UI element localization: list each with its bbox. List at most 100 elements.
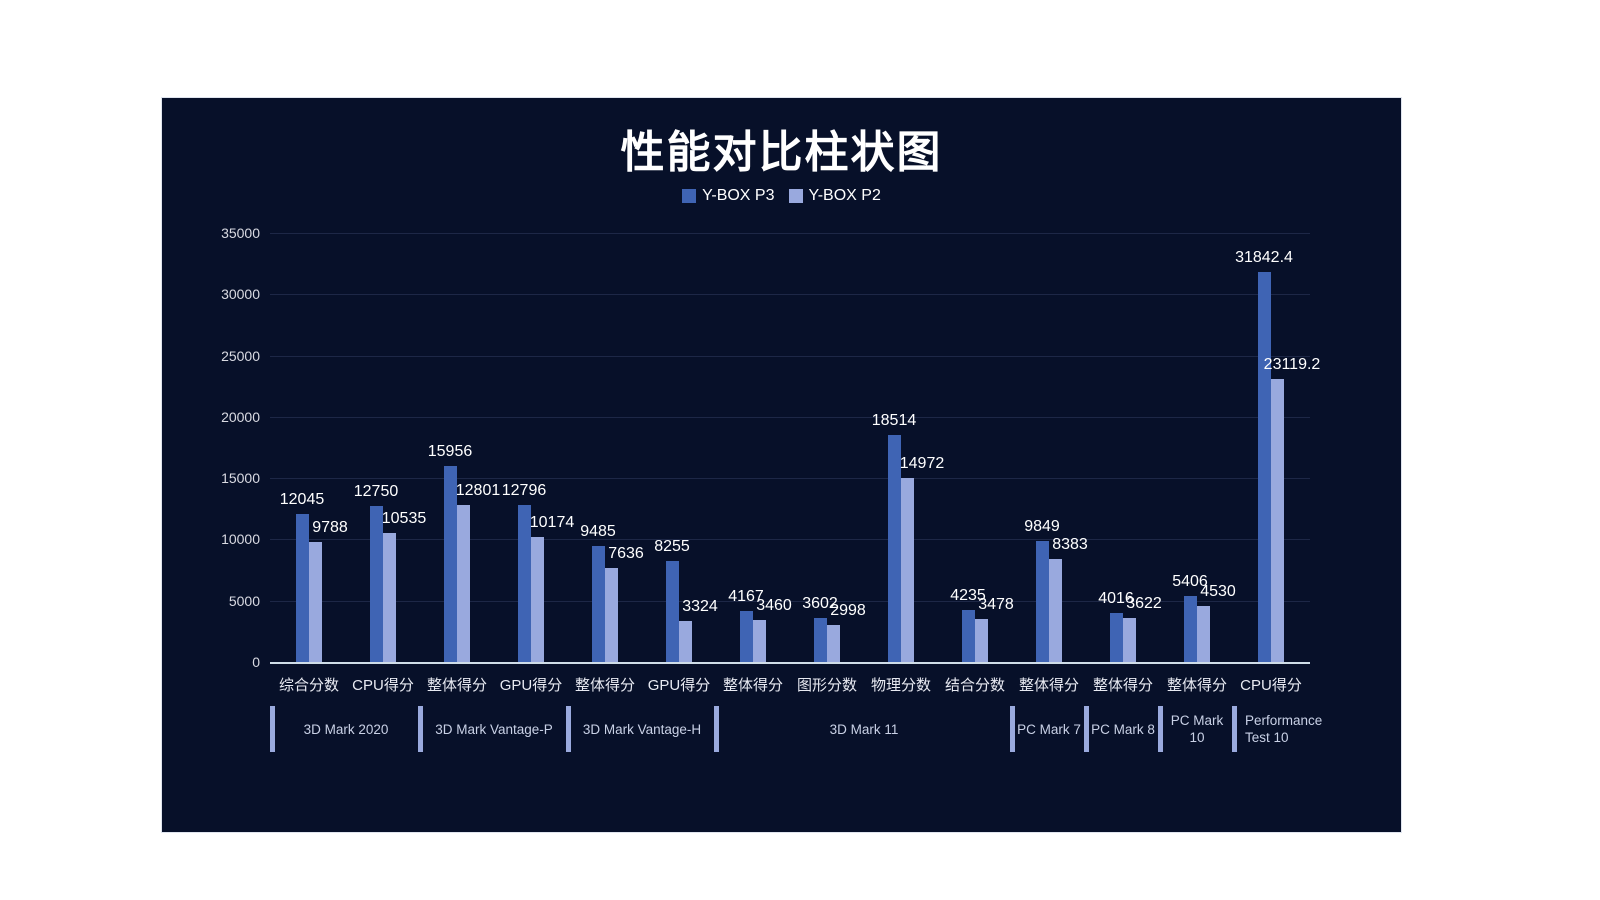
bar-y-box-p3	[962, 610, 975, 662]
benchmark-group-label: 3D Mark Vantage-H	[582, 721, 702, 737]
group-divider	[1232, 706, 1237, 752]
bar-value-label-p3: 4016	[1098, 589, 1134, 607]
bar-y-box-p2	[679, 621, 692, 662]
gridline	[270, 600, 1310, 602]
benchmark-group-label: Performance Test 10	[1245, 713, 1323, 745]
bar-value-label-p3: 15956	[427, 443, 473, 461]
y-axis-tick-label: 20000	[221, 408, 260, 425]
bar-y-box-p2	[1123, 617, 1136, 662]
bar-value-label-p3: 12796	[501, 482, 547, 500]
y-axis-tick-label: 0	[252, 654, 260, 670]
bar-value-label-p3: 8255	[654, 537, 690, 555]
bar-y-box-p3	[592, 545, 605, 662]
legend-item-ybox-p2[interactable]: Y-BOX P2	[788, 187, 881, 205]
legend-item-ybox-p3[interactable]: Y-BOX P3	[682, 187, 775, 205]
bar-value-label-p3: 9849	[1024, 518, 1060, 536]
y-axis-tick-label: 25000	[221, 347, 260, 364]
x-axis-line	[270, 662, 1310, 664]
bar-value-label-p2: 10174	[529, 514, 575, 532]
x-axis-category-label: 整体得分	[1092, 677, 1154, 694]
bar-value-label-p2: 3622	[1126, 594, 1162, 612]
bar-y-box-p3	[370, 505, 383, 662]
group-divider	[566, 706, 571, 752]
gridline	[270, 416, 1310, 418]
bar-y-box-p3	[888, 435, 901, 662]
bar-value-label-p2: 4530	[1200, 583, 1236, 601]
bar-y-box-p2	[753, 619, 766, 662]
bar-y-box-p2	[901, 478, 914, 662]
bar-value-label-p3: 12045	[279, 491, 325, 509]
bar-value-label-p3: 18514	[871, 412, 917, 430]
bar-value-label-p2: 2998	[830, 602, 866, 620]
bar-value-label-p3: 4235	[950, 587, 986, 605]
bar-value-label-p3: 9485	[580, 522, 616, 540]
bar-y-box-p3	[666, 560, 679, 662]
bar-value-label-p2: 12801	[455, 482, 501, 500]
bar-y-box-p3	[1184, 595, 1197, 662]
bar-value-label-p2: 3324	[682, 598, 718, 616]
bar-y-box-p3	[740, 610, 753, 662]
group-divider	[270, 706, 275, 752]
group-divider	[1084, 706, 1089, 752]
y-axis-tick-label: 10000	[221, 531, 260, 548]
bar-value-label-p3: 31842.4	[1235, 248, 1293, 266]
gridline	[270, 294, 1310, 296]
x-axis-category-label: CPU得分	[352, 677, 414, 694]
bar-y-box-p3	[518, 505, 531, 662]
bar-y-box-p2	[605, 568, 618, 662]
x-axis-category-label: 整体得分	[574, 677, 636, 694]
gridline	[270, 478, 1310, 480]
x-axis-category-label: 整体得分	[1018, 677, 1080, 694]
gridline	[270, 355, 1310, 357]
benchmark-group-label: PC Mark 8	[1091, 721, 1155, 737]
bar-y-box-p2	[383, 532, 396, 662]
bar-value-label-p2: 8383	[1052, 536, 1088, 554]
benchmark-group-label: PC Mark 10	[1170, 713, 1224, 745]
bar-value-label-p2: 9788	[312, 519, 348, 537]
group-divider	[1158, 706, 1163, 752]
bar-value-label-p2: 10535	[381, 509, 427, 527]
bar-y-box-p3	[296, 514, 309, 662]
bar-value-label-p2: 3460	[756, 596, 792, 614]
legend: Y-BOX P3 Y-BOX P2	[162, 187, 1401, 205]
bar-y-box-p2	[1197, 606, 1210, 662]
legend-label-p2: Y-BOX P2	[808, 187, 881, 204]
x-axis-category-label: 物理分数	[870, 677, 932, 694]
chart-title: 性能对比柱状图	[620, 128, 943, 177]
bar-value-label-p3: 5406	[1172, 572, 1208, 590]
benchmark-group-label: 3D Mark 11	[829, 721, 899, 737]
bar-value-label-p3: 3602	[802, 594, 838, 612]
gridline	[270, 539, 1310, 541]
bar-y-box-p3	[1258, 271, 1271, 662]
bar-value-label-p2: 7636	[608, 545, 644, 563]
bar-y-box-p2	[1271, 378, 1284, 662]
group-divider	[418, 706, 423, 752]
benchmark-group-label: 3D Mark 2020	[303, 721, 389, 737]
bar-y-box-p2	[457, 505, 470, 662]
x-axis-category-label: 整体得分	[1166, 677, 1228, 694]
bar-y-box-p2	[975, 619, 988, 662]
group-divider	[714, 706, 719, 752]
y-axis-tick-label: 5000	[228, 592, 260, 609]
bar-value-label-p2: 23119.2	[1263, 355, 1321, 373]
x-axis-category-label: GPU得分	[499, 677, 563, 694]
bar-value-label-p2: 14972	[899, 455, 945, 473]
gridline	[270, 233, 1310, 234]
benchmark-group-label: PC Mark 7	[1017, 721, 1081, 737]
x-axis-category-label: GPU得分	[647, 677, 711, 694]
bar-y-box-p3	[1110, 612, 1123, 662]
y-axis-tick-label: 15000	[221, 470, 260, 487]
x-axis-category-label: CPU得分	[1240, 677, 1302, 694]
x-axis-category-label: 综合分数	[278, 677, 340, 694]
bar-y-box-p3	[444, 466, 457, 662]
legend-label-p3: Y-BOX P3	[702, 187, 775, 204]
bar-value-label-p2: 3478	[978, 596, 1014, 614]
x-axis-category-label: 结合分数	[944, 677, 1006, 694]
chart-panel: 性能对比柱状图 Y-BOX P3 Y-BOX P2 0 5000 10000 1500…	[161, 97, 1402, 833]
benchmark-group-label: 3D Mark Vantage-P	[435, 721, 553, 737]
bar-y-box-p3	[1036, 541, 1049, 662]
bar-y-box-p2	[531, 537, 544, 662]
bar-y-box-p2	[309, 542, 322, 662]
bar-y-box-p2	[1049, 559, 1062, 662]
y-axis-tick-label: 30000	[221, 286, 260, 303]
